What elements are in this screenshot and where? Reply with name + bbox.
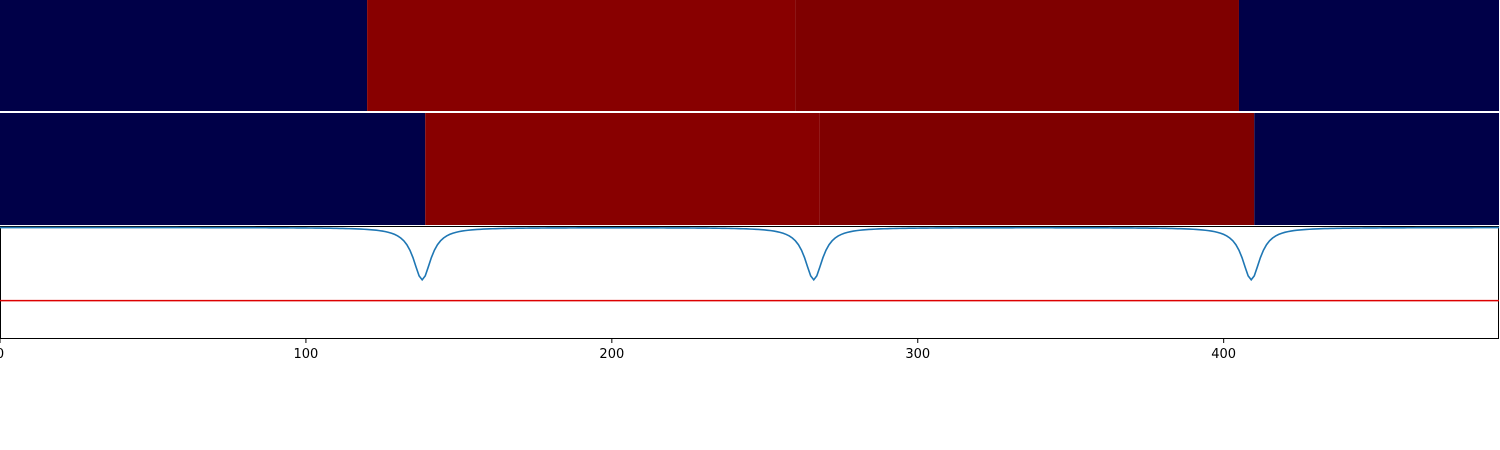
x-tick-label-200: 200 (599, 347, 624, 362)
heatmap-segment-1-4 (1238, 0, 1499, 111)
heatmap-segment-1-1 (0, 0, 368, 111)
line-plot-panel: 0 100 200 300 400 (0, 226, 1499, 362)
x-tick-label-300: 300 (905, 347, 930, 362)
heatmap-segment-1-3 (795, 0, 1239, 111)
plot-frame (0, 226, 1499, 339)
heatmap-segment-2-4 (1254, 113, 1499, 225)
x-tick-label-100: 100 (294, 347, 319, 362)
heatmap-top-panel (0, 0, 1499, 111)
heatmap-segment-1-2 (367, 0, 796, 111)
x-tick-label-400: 400 (1211, 347, 1236, 362)
heatmap-segment-2-3 (819, 113, 1255, 225)
heatmap-segment-2-2 (425, 113, 820, 225)
heatmap-middle-panel (0, 113, 1499, 225)
series-line-1 (0, 226, 1499, 282)
x-tick-label-0: 0 (0, 347, 4, 362)
heatmap-segment-2-1 (0, 113, 426, 225)
